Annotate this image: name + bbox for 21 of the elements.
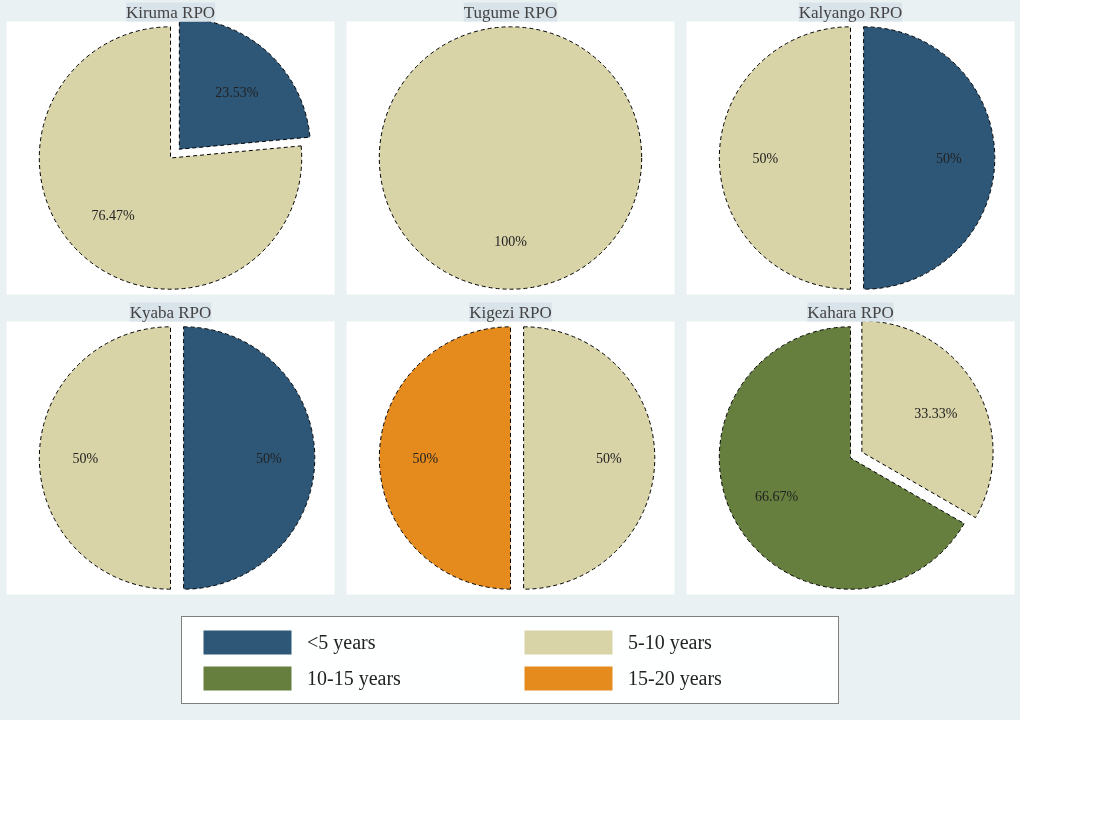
data-label: 50% — [72, 450, 99, 466]
chart-title: Kyaba RPO — [129, 302, 212, 322]
chart-title: Kalyango RPO — [798, 2, 903, 22]
data-label: 50% — [936, 150, 963, 166]
chart-title: Kigezi RPO — [469, 302, 552, 322]
legend-label: 10-15 years — [307, 666, 402, 690]
data-label: 76.47% — [91, 207, 135, 223]
data-label: 50% — [596, 450, 623, 466]
legend-label: 5-10 years — [628, 630, 713, 654]
data-label: 100% — [494, 233, 528, 249]
data-label: 66.67% — [755, 489, 799, 505]
data-label: 50% — [752, 150, 779, 166]
chart-title: Tugume RPO — [463, 2, 558, 22]
legend-label: 15-20 years — [628, 666, 723, 690]
legend-label: <5 years — [307, 630, 377, 654]
chart-title: Kiruma RPO — [125, 2, 216, 22]
chart-title: Kahara RPO — [807, 302, 894, 322]
data-label: 23.53% — [215, 84, 259, 100]
data-label: 50% — [256, 450, 283, 466]
data-label: 50% — [412, 450, 439, 466]
data-label: 33.33% — [914, 405, 958, 421]
